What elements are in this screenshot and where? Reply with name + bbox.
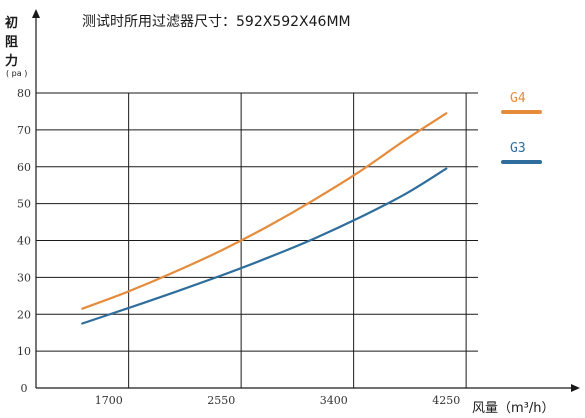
y-axis-label-char-3: 力	[5, 53, 18, 69]
grid	[36, 92, 478, 388]
chart-title: 测试时所用过滤器尺寸：592X592X46MM	[82, 14, 351, 30]
x-axis-arrow-icon	[571, 384, 580, 392]
y-axis-arrow-icon	[32, 9, 40, 18]
y-axis-label-char-2: 阻	[5, 35, 18, 50]
y-tick-label-3: 30	[17, 271, 31, 284]
y-tick-labels: 0 10 20 30 40 50 60 70 80	[17, 87, 31, 395]
series-line-g4	[81, 112, 448, 310]
series-layer	[81, 112, 448, 325]
y-tick-label-8: 80	[17, 87, 31, 100]
legend-label-g4: G4	[510, 91, 526, 106]
x-tick-label-1: 2550	[207, 394, 235, 407]
y-tick-label-2: 20	[17, 308, 31, 321]
y-tick-label-7: 70	[17, 124, 31, 137]
y-tick-label-5: 50	[17, 198, 31, 211]
x-axis-label: 风量（m³/h）	[472, 401, 555, 416]
x-tick-labels: 1700 2550 3400 4250	[95, 394, 460, 407]
y-tick-label-1: 10	[17, 345, 31, 358]
legend: G4 G3	[501, 91, 542, 164]
x-tick-label-0: 1700	[95, 394, 123, 407]
y-tick-label-4: 40	[17, 235, 31, 248]
y-axis-label-char-1: 初	[5, 15, 18, 31]
y-tick-label-0: 0	[21, 382, 28, 395]
x-tick-label-3: 4250	[432, 394, 460, 407]
axes	[32, 9, 580, 392]
legend-label-g3: G3	[510, 141, 526, 156]
x-tick-label-2: 3400	[320, 394, 348, 407]
y-tick-label-6: 60	[17, 161, 31, 174]
y-axis-unit: ( pa )	[6, 69, 27, 78]
series-line-g3	[81, 167, 448, 325]
